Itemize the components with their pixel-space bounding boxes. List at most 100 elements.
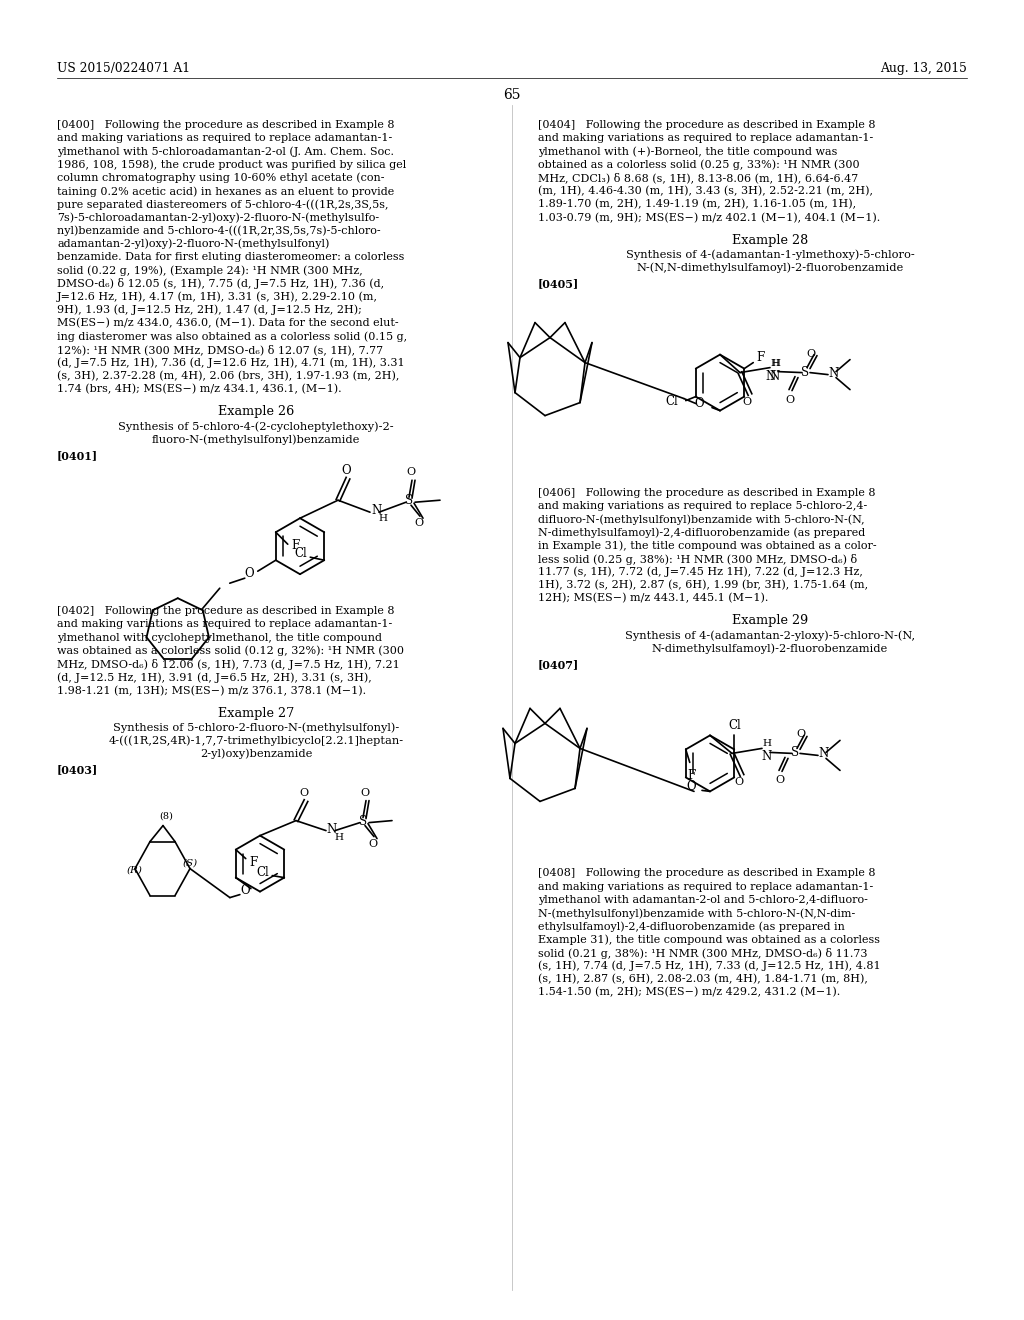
Text: J=12.6 Hz, 1H), 4.17 (m, 1H), 3.31 (s, 3H), 2.29-2.10 (m,: J=12.6 Hz, 1H), 4.17 (m, 1H), 3.31 (s, 3… [57,292,378,302]
Text: F: F [688,770,696,783]
Text: N-dimethylsulfamoyl)-2-fluorobenzamide: N-dimethylsulfamoyl)-2-fluorobenzamide [652,643,888,653]
Text: Example 27: Example 27 [218,706,294,719]
Text: and making variations as required to replace adamantan-1-: and making variations as required to rep… [538,133,873,143]
Text: N-(N,N-dimethylsulfamoyl)-2-fluorobenzamide: N-(N,N-dimethylsulfamoyl)-2-fluorobenzam… [636,263,903,273]
Text: S: S [801,366,809,379]
Text: N: N [828,367,839,380]
Text: Cl: Cl [294,548,307,560]
Text: and making variations as required to replace adamantan-1-: and making variations as required to rep… [538,882,873,891]
Text: O: O [686,780,695,793]
Text: 1986, 108, 1598), the crude product was purified by silica gel: 1986, 108, 1598), the crude product was … [57,160,407,170]
Text: 4-(((1R,2S,4R)-1,7,7-trimethylbicyclo[2.2.1]heptan-: 4-(((1R,2S,4R)-1,7,7-trimethylbicyclo[2.… [109,735,403,746]
Text: Example 31), the title compound was obtained as a colorless: Example 31), the title compound was obta… [538,935,880,945]
Text: H: H [770,359,779,367]
Text: Synthesis of 4-(adamantan-1-ylmethoxy)-5-chloro-: Synthesis of 4-(adamantan-1-ylmethoxy)-5… [626,249,914,260]
Text: pure separated diastereomers of 5-chloro-4-(((1R,2s,3S,5s,: pure separated diastereomers of 5-chloro… [57,199,388,210]
Text: solid (0.22 g, 19%), (Example 24): ¹H NMR (300 MHz,: solid (0.22 g, 19%), (Example 24): ¹H NM… [57,265,362,276]
Text: O: O [775,775,784,785]
Text: ylmethanol with 5-chloroadamantan-2-ol (J. Am. Chem. Soc.: ylmethanol with 5-chloroadamantan-2-ol (… [57,147,394,157]
Text: O: O [807,348,815,359]
Text: (s, 3H), 2.37-2.28 (m, 4H), 2.06 (brs, 3H), 1.97-1.93 (m, 2H),: (s, 3H), 2.37-2.28 (m, 4H), 2.06 (brs, 3… [57,371,399,381]
Text: O: O [797,730,806,739]
Text: [0403]: [0403] [57,764,98,776]
Text: Cl: Cl [256,866,269,879]
Text: (S): (S) [183,858,198,867]
Text: N: N [769,370,779,383]
Text: O: O [415,519,424,528]
Text: (s, 1H), 2.87 (s, 6H), 2.08-2.03 (m, 4H), 1.84-1.71 (m, 8H),: (s, 1H), 2.87 (s, 6H), 2.08-2.03 (m, 4H)… [538,974,868,985]
Text: obtained as a colorless solid (0.25 g, 33%): ¹H NMR (300: obtained as a colorless solid (0.25 g, 3… [538,160,859,170]
Text: F: F [292,539,300,552]
Text: MHz, CDCl₃) δ 8.68 (s, 1H), 8.13-8.06 (m, 1H), 6.64-6.47: MHz, CDCl₃) δ 8.68 (s, 1H), 8.13-8.06 (m… [538,173,858,183]
Text: N: N [761,750,771,763]
Text: 12%): ¹H NMR (300 MHz, DMSO-d₆) δ 12.07 (s, 1H), 7.77: 12%): ¹H NMR (300 MHz, DMSO-d₆) δ 12.07 … [57,345,383,355]
Text: DMSO-d₆) δ 12.05 (s, 1H), 7.75 (d, J=7.5 Hz, 1H), 7.36 (d,: DMSO-d₆) δ 12.05 (s, 1H), 7.75 (d, J=7.5… [57,279,384,289]
Text: F: F [250,855,258,869]
Text: taining 0.2% acetic acid) in hexanes as an eluent to provide: taining 0.2% acetic acid) in hexanes as … [57,186,394,197]
Text: Aug. 13, 2015: Aug. 13, 2015 [880,62,967,75]
Text: column chromatography using 10-60% ethyl acetate (con-: column chromatography using 10-60% ethyl… [57,173,384,183]
Text: Synthesis of 4-(adamantan-2-yloxy)-5-chloro-N-(N,: Synthesis of 4-(adamantan-2-yloxy)-5-chl… [625,631,915,642]
Text: (d, J=7.5 Hz, 1H), 7.36 (d, J=12.6 Hz, 1H), 4.71 (m, 1H), 3.31: (d, J=7.5 Hz, 1H), 7.36 (d, J=12.6 Hz, 1… [57,358,404,368]
Text: O: O [742,396,752,407]
Text: solid (0.21 g, 38%): ¹H NMR (300 MHz, DMSO-d₆) δ 11.73: solid (0.21 g, 38%): ¹H NMR (300 MHz, DM… [538,948,867,958]
Text: O: O [240,883,250,896]
Text: (d, J=12.5 Hz, 1H), 3.91 (d, J=6.5 Hz, 2H), 3.31 (s, 3H),: (d, J=12.5 Hz, 1H), 3.91 (d, J=6.5 Hz, 2… [57,672,372,682]
Text: and making variations as required to replace adamantan-1-: and making variations as required to rep… [57,133,392,143]
Text: benzamide. Data for first eluting diasteromeomer: a colorless: benzamide. Data for first eluting diaste… [57,252,404,261]
Text: 12H); MS(ES−) m/z 443.1, 445.1 (M−1).: 12H); MS(ES−) m/z 443.1, 445.1 (M−1). [538,593,768,603]
Text: H: H [762,739,771,748]
Text: ylmethanol with cycloheptylmethanol, the title compound: ylmethanol with cycloheptylmethanol, the… [57,632,382,643]
Text: 2-yl)oxy)benzamide: 2-yl)oxy)benzamide [200,748,312,759]
Text: in Example 31), the title compound was obtained as a color-: in Example 31), the title compound was o… [538,540,877,550]
Text: [0408]   Following the procedure as described in Example 8: [0408] Following the procedure as descri… [538,869,876,878]
Text: O: O [360,788,370,797]
Text: Cl: Cl [728,719,741,733]
Text: 1.74 (brs, 4H); MS(ES−) m/z 434.1, 436.1, (M−1).: 1.74 (brs, 4H); MS(ES−) m/z 434.1, 436.1… [57,384,342,395]
Text: and making variations as required to replace 5-chloro-2,4-: and making variations as required to rep… [538,500,867,511]
Text: (R): (R) [127,866,143,875]
Text: N: N [326,822,336,836]
Text: N-dimethylsulfamoyl)-2,4-difluorobenzamide (as prepared: N-dimethylsulfamoyl)-2,4-difluorobenzami… [538,527,865,537]
Text: 1.54-1.50 (m, 2H); MS(ES−) m/z 429.2, 431.2 (M−1).: 1.54-1.50 (m, 2H); MS(ES−) m/z 429.2, 43… [538,987,841,998]
Text: 1.03-0.79 (m, 9H); MS(ES−) m/z 402.1 (M−1), 404.1 (M−1).: 1.03-0.79 (m, 9H); MS(ES−) m/z 402.1 (M−… [538,213,881,223]
Text: adamantan-2-yl)oxy)-2-fluoro-N-(methylsulfonyl): adamantan-2-yl)oxy)-2-fluoro-N-(methylsu… [57,239,330,249]
Text: (m, 1H), 4.46-4.30 (m, 1H), 3.43 (s, 3H), 2.52-2.21 (m, 2H),: (m, 1H), 4.46-4.30 (m, 1H), 3.43 (s, 3H)… [538,186,873,197]
Text: [0405]: [0405] [538,279,580,289]
Text: [0401]: [0401] [57,450,98,461]
Text: Synthesis of 5-chloro-4-(2-cycloheptylethoxy)-2-: Synthesis of 5-chloro-4-(2-cycloheptylet… [118,421,394,432]
Text: N: N [766,370,776,383]
Text: O: O [369,838,378,849]
Text: 7s)-5-chloroadamantan-2-yl)oxy)-2-fluoro-N-(methylsulfo-: 7s)-5-chloroadamantan-2-yl)oxy)-2-fluoro… [57,213,379,223]
Text: O: O [341,465,351,478]
Text: O: O [407,467,416,478]
Text: [0404]   Following the procedure as described in Example 8: [0404] Following the procedure as descri… [538,120,876,129]
Text: [0406]   Following the procedure as described in Example 8: [0406] Following the procedure as descri… [538,487,876,498]
Text: Example 28: Example 28 [732,234,808,247]
Text: O: O [245,568,254,581]
Text: was obtained as a colorless solid (0.12 g, 32%): ¹H NMR (300: was obtained as a colorless solid (0.12 … [57,645,404,656]
Text: H: H [771,359,780,367]
Text: F: F [757,351,765,363]
Text: MS(ES−) m/z 434.0, 436.0, (M−1). Data for the second elut-: MS(ES−) m/z 434.0, 436.0, (M−1). Data fo… [57,318,398,329]
Text: S: S [406,494,413,507]
Text: H: H [334,833,343,842]
Text: MHz, DMSO-d₆) δ 12.06 (s, 1H), 7.73 (d, J=7.5 Hz, 1H), 7.21: MHz, DMSO-d₆) δ 12.06 (s, 1H), 7.73 (d, … [57,659,399,671]
Text: O: O [299,788,308,797]
Text: US 2015/0224071 A1: US 2015/0224071 A1 [57,62,190,75]
Text: O: O [785,395,795,405]
Text: [0402]   Following the procedure as described in Example 8: [0402] Following the procedure as descri… [57,606,394,616]
Text: nyl)benzamide and 5-chloro-4-(((1R,2r,3S,5s,7s)-5-chloro-: nyl)benzamide and 5-chloro-4-(((1R,2r,3S… [57,226,381,236]
Text: [0400]   Following the procedure as described in Example 8: [0400] Following the procedure as descri… [57,120,394,129]
Text: [0407]: [0407] [538,660,580,671]
Text: S: S [791,746,799,759]
Text: Synthesis of 5-chloro-2-fluoro-N-(methylsulfonyl)-: Synthesis of 5-chloro-2-fluoro-N-(methyl… [113,722,399,733]
Text: 11.77 (s, 1H), 7.72 (d, J=7.45 Hz 1H), 7.22 (d, J=12.3 Hz,: 11.77 (s, 1H), 7.72 (d, J=7.45 Hz 1H), 7… [538,566,863,577]
Text: N-(methylsulfonyl)benzamide with 5-chloro-N-(N,N-dim-: N-(methylsulfonyl)benzamide with 5-chlor… [538,908,855,919]
Text: ing diasteromer was also obtained as a colorless solid (0.15 g,: ing diasteromer was also obtained as a c… [57,331,408,342]
Text: H: H [378,515,387,523]
Text: O: O [734,777,743,788]
Text: fluoro-N-(methylsulfonyl)benzamide: fluoro-N-(methylsulfonyl)benzamide [152,434,360,445]
Text: S: S [359,814,368,828]
Text: Cl: Cl [666,395,679,408]
